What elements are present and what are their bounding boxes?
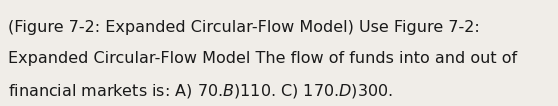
Text: financial markets is: A) 70.$\mathit{B}$)110. C) 170.$\mathit{D}$)300.: financial markets is: A) 70.$\mathit{B}$… (8, 82, 393, 100)
Text: Expanded Circular-Flow Model The flow of funds into and out of: Expanded Circular-Flow Model The flow of… (8, 51, 518, 66)
Text: (Figure 7-2: Expanded Circular-Flow Model) Use Figure 7-2:: (Figure 7-2: Expanded Circular-Flow Mode… (8, 20, 480, 35)
